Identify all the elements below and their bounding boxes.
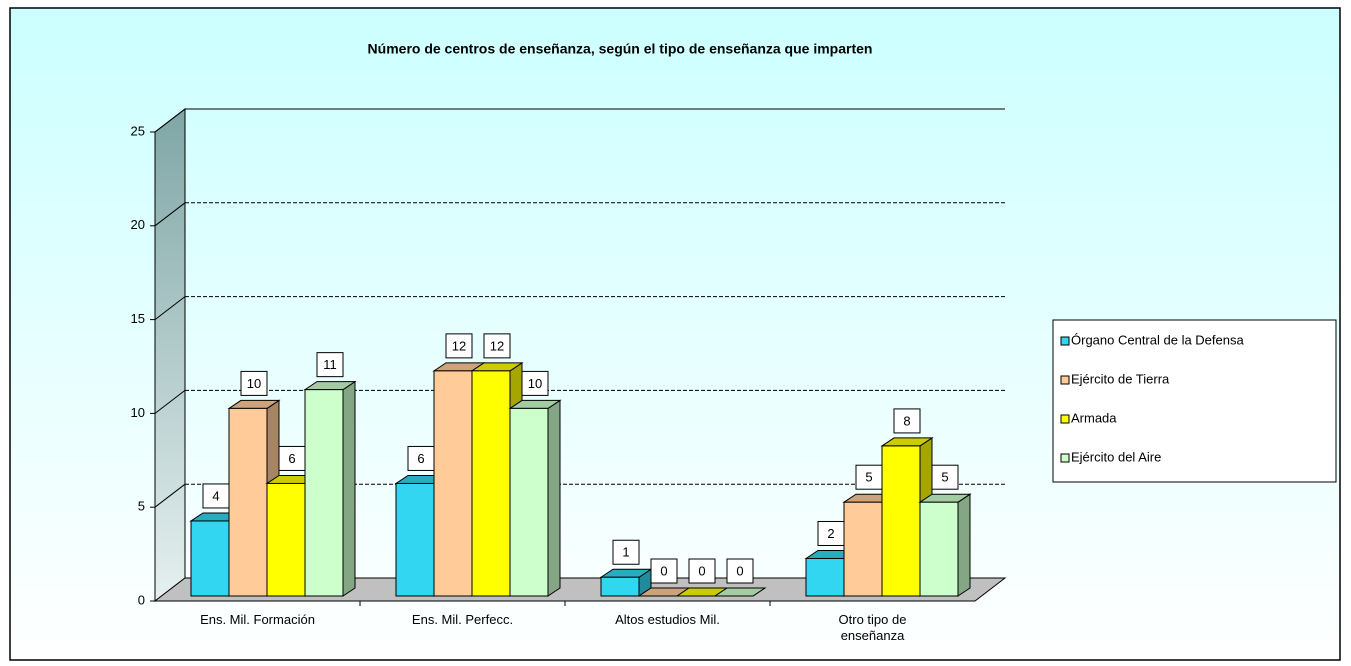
data-label: 5 <box>941 470 948 485</box>
data-label-box <box>483 333 511 359</box>
bar-side <box>957 493 971 597</box>
bar-front <box>433 370 473 597</box>
bar-front <box>304 389 344 597</box>
x-tick-label: Altos estudios Mil. <box>615 612 720 627</box>
data-label: 5 <box>865 470 872 485</box>
bar <box>918 493 972 597</box>
bar <box>713 587 767 597</box>
bar-front <box>228 407 268 597</box>
y-tick-label: 10 <box>131 405 145 420</box>
legend-label: Ejército del Aire <box>1071 449 1161 464</box>
grid-line <box>154 483 186 508</box>
grid-line <box>154 390 186 414</box>
data-label-box <box>688 558 716 584</box>
bar <box>508 399 562 597</box>
grid-line <box>154 108 186 133</box>
bar-front <box>266 482 306 597</box>
legend-label: Ejército de Tierra <box>1071 371 1170 386</box>
data-label: 10 <box>528 376 542 391</box>
grid-line <box>154 296 186 320</box>
bar-side <box>547 399 561 597</box>
data-label: 10 <box>247 376 261 391</box>
data-label: 0 <box>660 563 667 578</box>
data-label: 0 <box>736 563 743 578</box>
data-label-box <box>278 445 306 471</box>
legend-box <box>1052 319 1337 483</box>
bar-front <box>600 576 640 597</box>
bar <box>599 568 653 597</box>
legend-swatch <box>1060 336 1070 346</box>
bar-front <box>509 407 549 597</box>
data-label-box <box>240 370 268 396</box>
x-tick-label: Ens. Mil. Perfecc. <box>411 612 514 627</box>
bar-front <box>843 501 883 597</box>
legend-swatch <box>1060 414 1070 424</box>
data-label: 12 <box>452 338 466 353</box>
y-tick-label: 25 <box>131 123 145 138</box>
legend-swatch <box>1060 375 1070 385</box>
data-label: 6 <box>417 451 424 466</box>
data-label-box <box>445 333 473 359</box>
data-label-box <box>650 558 678 584</box>
data-label-box <box>521 370 549 396</box>
bar-front <box>881 445 921 597</box>
data-label: 0 <box>698 563 705 578</box>
x-tick-label: Otro tipo de enseñanza <box>838 612 907 643</box>
bar-top <box>713 587 767 597</box>
data-label-box <box>726 558 754 584</box>
data-label-box <box>407 445 435 471</box>
bar-side <box>342 380 356 597</box>
y-tick-label: 20 <box>131 217 145 232</box>
y-tick-label: 5 <box>138 499 145 514</box>
data-label-box <box>612 539 640 565</box>
data-label: 11 <box>323 357 337 372</box>
data-label: 6 <box>288 451 295 466</box>
data-label: 8 <box>903 413 910 428</box>
side-wall <box>154 107 186 603</box>
data-label-box <box>893 408 921 434</box>
data-label: 1 <box>622 545 629 560</box>
legend-swatch <box>1060 453 1070 463</box>
legend-label: Armada <box>1071 410 1117 425</box>
data-label: 12 <box>490 338 504 353</box>
data-label: 2 <box>827 526 834 541</box>
grid-line <box>154 202 186 227</box>
bar-front <box>805 557 845 597</box>
bar-front <box>190 520 230 597</box>
legend-label: Órgano Central de la Defensa <box>1071 332 1244 347</box>
bar <box>303 380 357 597</box>
bar-front <box>471 370 511 597</box>
data-label-box <box>931 464 959 490</box>
x-tick-label: Ens. Mil. Formación <box>200 612 315 627</box>
chart-title: Número de centros de enseñanza, según el… <box>368 41 873 57</box>
data-label-box <box>202 483 230 509</box>
data-label-box <box>316 352 344 378</box>
data-label: 4 <box>212 488 219 503</box>
bar-front <box>395 482 435 597</box>
y-tick-label: 15 <box>131 311 145 326</box>
y-tick-label: 0 <box>138 592 145 607</box>
bar-front <box>919 501 959 597</box>
